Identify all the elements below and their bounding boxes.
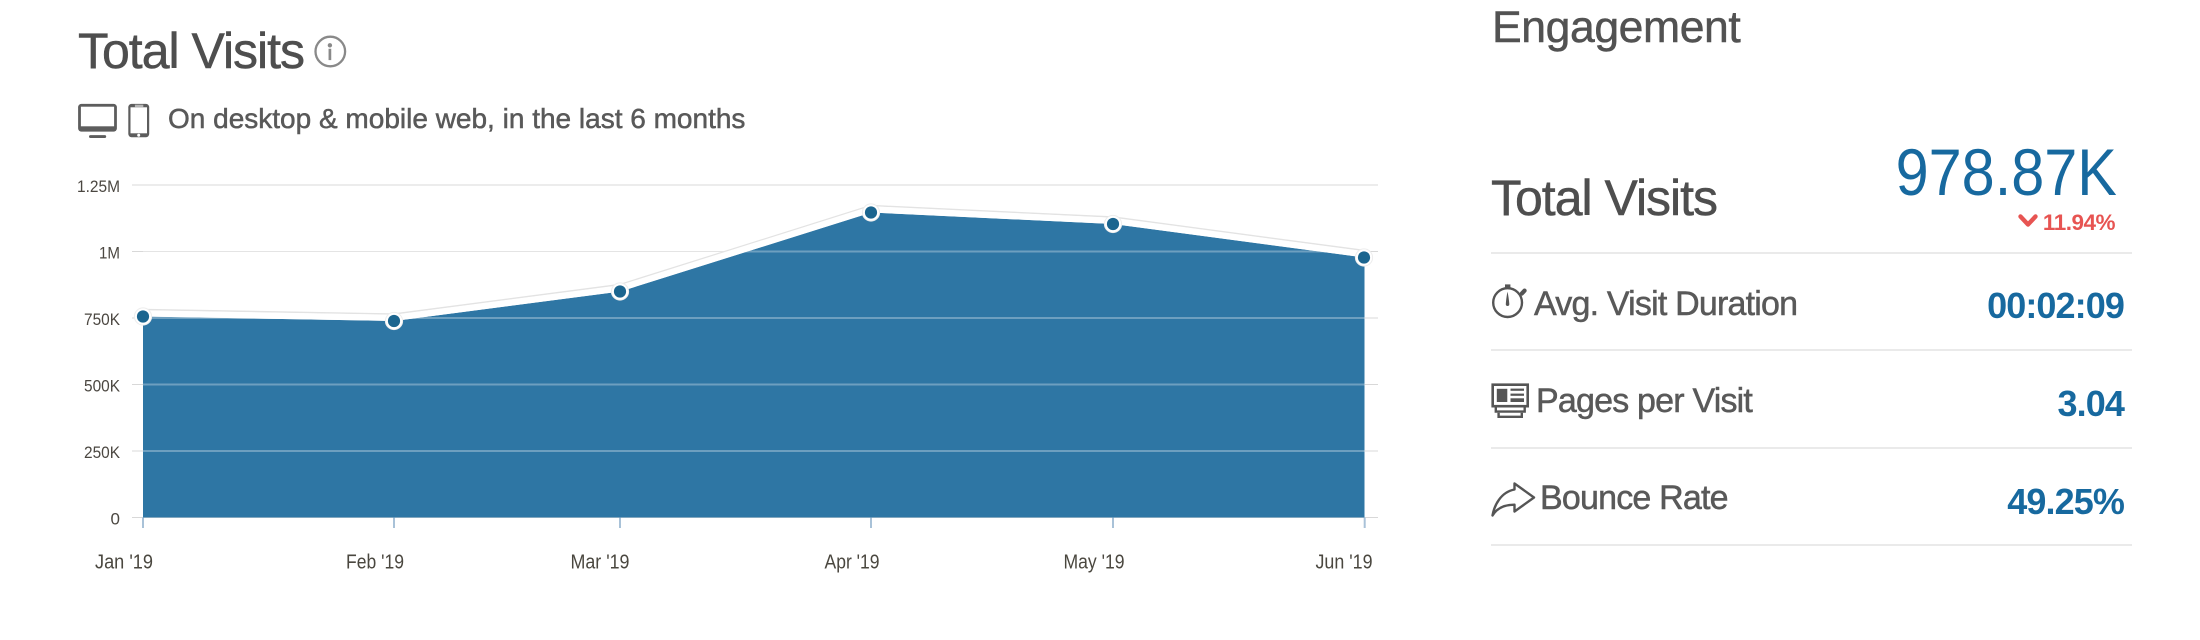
- svg-text:Apr '19: Apr '19: [825, 551, 880, 573]
- svg-text:May '19: May '19: [1064, 551, 1125, 573]
- svg-text:Jun '19: Jun '19: [1316, 551, 1373, 573]
- svg-text:250K: 250K: [84, 443, 121, 462]
- svg-text:Feb '19: Feb '19: [346, 551, 404, 573]
- svg-text:1.25M: 1.25M: [77, 177, 120, 196]
- svg-text:Jan '19: Jan '19: [95, 551, 153, 573]
- svg-text:0: 0: [111, 509, 120, 528]
- svg-text:Mar '19: Mar '19: [571, 551, 630, 573]
- svg-text:750K: 750K: [84, 310, 121, 329]
- svg-text:1M: 1M: [99, 243, 120, 262]
- svg-text:500K: 500K: [84, 376, 121, 395]
